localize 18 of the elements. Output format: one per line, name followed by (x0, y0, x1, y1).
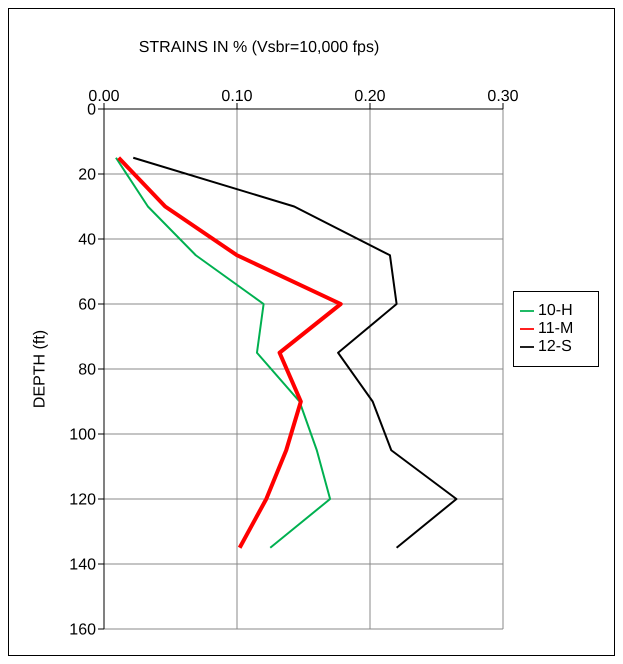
x-tick-label: 0.20 (354, 88, 386, 105)
legend-label: 10-H (538, 302, 573, 319)
y-tick-label: 100 (69, 426, 96, 444)
y-axis-title: DEPTH (ft) (32, 330, 49, 408)
y-tick-label: 20 (78, 166, 96, 184)
y-tick-label: 60 (78, 296, 96, 314)
chart-title: STRAINS IN % (Vsbr=10,000 fps) (138, 39, 380, 57)
x-tick-label: 0.10 (221, 88, 253, 105)
y-tick-label: 40 (78, 232, 96, 249)
y-tick-label: 120 (69, 492, 96, 509)
x-tick-label: 0.30 (487, 88, 519, 105)
y-tick-label: 80 (78, 362, 96, 379)
line-series (132, 156, 458, 549)
legend-label: 11-M (538, 320, 574, 337)
legend-label: 12-S (538, 338, 572, 355)
y-tick-label: 140 (69, 556, 96, 574)
y-tick-label: 0 (87, 102, 96, 119)
y-tick-label: 160 (69, 622, 96, 639)
